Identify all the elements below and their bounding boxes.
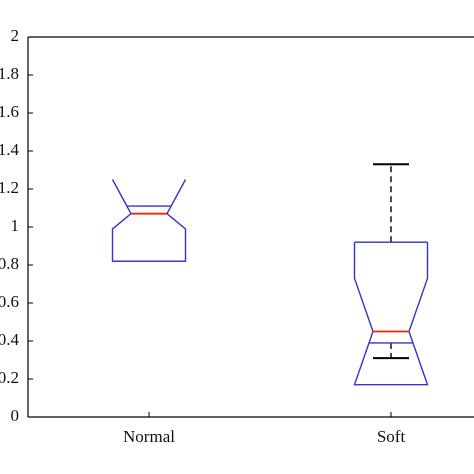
y-tick-label: 0 <box>11 406 20 425</box>
x-tick-label: Soft <box>377 427 406 446</box>
y-tick-label: 1 <box>11 216 20 235</box>
y-tick-label: 1.2 <box>0 178 19 197</box>
y-tick-label: 2 <box>11 26 20 45</box>
y-tick-label: 0.6 <box>0 292 19 311</box>
y-tick-label: 1.8 <box>0 64 19 83</box>
y-tick-label: 0.4 <box>0 330 20 349</box>
x-tick-label: Normal <box>123 427 175 446</box>
notch-outline <box>353 242 429 386</box>
y-tick-label: 0.2 <box>0 368 19 387</box>
y-tick-label: 1.6 <box>0 102 19 121</box>
y-tick-label: 0.8 <box>0 254 19 273</box>
y-tick-label: 1.4 <box>0 140 20 159</box>
